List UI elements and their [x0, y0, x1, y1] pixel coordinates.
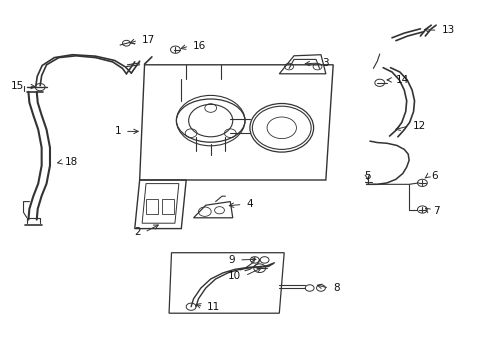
Text: 5: 5	[364, 171, 371, 181]
Text: 16: 16	[193, 41, 206, 51]
Text: 7: 7	[433, 206, 440, 216]
Bar	[146, 199, 158, 214]
Text: 3: 3	[322, 58, 329, 68]
Text: 14: 14	[396, 75, 409, 85]
Text: 11: 11	[207, 302, 220, 312]
Text: 13: 13	[441, 25, 455, 35]
Text: 1: 1	[114, 126, 121, 136]
Text: 12: 12	[413, 121, 426, 131]
Text: 2: 2	[134, 227, 141, 237]
Text: 9: 9	[228, 255, 235, 265]
Bar	[162, 199, 174, 214]
Text: 17: 17	[142, 35, 155, 45]
Text: 6: 6	[431, 171, 438, 181]
Text: 18: 18	[65, 157, 78, 167]
Text: 4: 4	[246, 199, 253, 210]
Text: 15: 15	[11, 81, 24, 91]
Text: 8: 8	[333, 283, 340, 293]
Text: 10: 10	[228, 271, 241, 281]
